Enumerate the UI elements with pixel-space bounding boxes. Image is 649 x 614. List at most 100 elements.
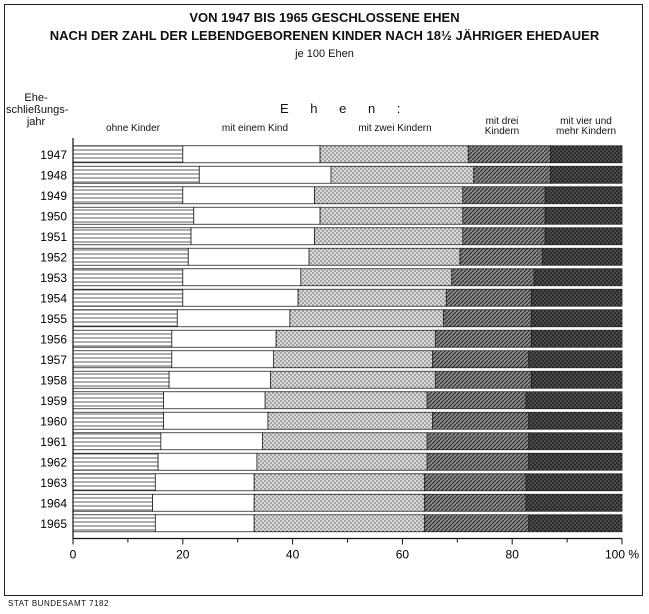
bar-segment-1960-series-3 bbox=[432, 411, 530, 430]
bar-segment-1963-series-0 bbox=[72, 473, 156, 492]
year-label-1963: 1963 bbox=[40, 476, 67, 490]
bar-segment-1960-series-1 bbox=[163, 411, 269, 430]
year-label-1954: 1954 bbox=[40, 291, 67, 305]
bar-segment-1949-series-4 bbox=[544, 186, 623, 205]
bar-segment-1964-series-4 bbox=[525, 493, 623, 512]
bar-segment-1959-series-4 bbox=[525, 391, 623, 410]
bar-segment-1963-series-1 bbox=[154, 473, 255, 492]
bar-segment-1956-series-2 bbox=[275, 329, 436, 348]
x-tick-label-80: 80 bbox=[506, 548, 520, 562]
legend-ein-kind: mit einem Kind bbox=[221, 123, 289, 134]
bar-segment-1950-series-2 bbox=[319, 206, 464, 225]
bar-segment-1952-series-0 bbox=[72, 247, 189, 266]
year-label-1949: 1949 bbox=[40, 189, 67, 203]
bar-segment-1949-series-3 bbox=[462, 186, 546, 205]
bar-segment-1950-series-0 bbox=[72, 206, 195, 225]
bar-segment-1962-series-3 bbox=[426, 452, 530, 471]
bar-segment-1949-series-2 bbox=[314, 186, 464, 205]
year-label-1951: 1951 bbox=[40, 230, 67, 244]
bar-segment-1951-series-2 bbox=[314, 227, 464, 246]
bar-segment-1951-series-0 bbox=[72, 227, 192, 246]
x-tick-label-20: 20 bbox=[176, 548, 190, 562]
bar-segment-1953-series-3 bbox=[451, 268, 535, 287]
bar-segment-1965-series-0 bbox=[72, 514, 156, 533]
year-label-1965: 1965 bbox=[40, 517, 67, 531]
legend-drei-kinder: mit drei Kindern bbox=[484, 116, 520, 137]
year-label-1959: 1959 bbox=[40, 394, 67, 408]
bar-segment-1964-series-3 bbox=[423, 493, 527, 512]
bar-segment-1953-series-4 bbox=[533, 268, 623, 287]
bar-segment-1955-series-1 bbox=[176, 309, 291, 328]
bar-segment-1962-series-0 bbox=[72, 452, 159, 471]
y-axis-label: Ehe-schließungs-jahr bbox=[6, 92, 69, 128]
year-label-1957: 1957 bbox=[40, 353, 67, 367]
bar-segment-1949-series-1 bbox=[182, 186, 315, 205]
bar-segment-1958-series-0 bbox=[72, 370, 170, 389]
bar-segment-1960-series-0 bbox=[72, 411, 164, 430]
year-label-1961: 1961 bbox=[40, 435, 67, 449]
bar-segment-1957-series-0 bbox=[72, 350, 173, 369]
bar-segment-1965-series-4 bbox=[528, 514, 623, 533]
group-label: E h e n : bbox=[280, 101, 410, 116]
bar-segment-1956-series-0 bbox=[72, 329, 173, 348]
year-label-1948: 1948 bbox=[40, 168, 67, 182]
bar-segment-1963-series-3 bbox=[423, 473, 527, 492]
bar-segment-1948-series-1 bbox=[198, 165, 332, 184]
year-label-1947: 1947 bbox=[40, 148, 67, 162]
footer-source: STAT BUNDESAMT 7182 bbox=[8, 599, 109, 608]
chart-frame bbox=[4, 4, 643, 596]
bar-segment-1965-series-2 bbox=[253, 514, 425, 533]
bar-segment-1952-series-1 bbox=[187, 247, 310, 266]
chart-title: VON 1947 BIS 1965 GESCHLOSSENE EHEN bbox=[189, 10, 460, 25]
legend-vier-kinder: mit vier und mehr Kindern bbox=[555, 116, 617, 137]
bar-segment-1964-series-2 bbox=[253, 493, 425, 512]
bar-segment-1947-series-1 bbox=[182, 145, 321, 164]
bar-segment-1954-series-2 bbox=[297, 288, 447, 307]
bar-segment-1959-series-0 bbox=[72, 391, 164, 410]
year-label-1960: 1960 bbox=[40, 414, 67, 428]
bar-segment-1958-series-1 bbox=[168, 370, 272, 389]
bar-segment-1954-series-4 bbox=[531, 288, 623, 307]
bar-segment-1955-series-0 bbox=[72, 309, 178, 328]
unit-note: je 100 Ehen bbox=[295, 48, 354, 60]
bar-segment-1958-series-3 bbox=[434, 370, 532, 389]
bar-segment-1954-series-0 bbox=[72, 288, 184, 307]
bar-segment-1955-series-2 bbox=[289, 309, 444, 328]
bar-segment-1947-series-4 bbox=[550, 145, 623, 164]
bar-segment-1961-series-1 bbox=[160, 432, 263, 451]
bar-segment-1956-series-4 bbox=[531, 329, 623, 348]
bar-segment-1948-series-3 bbox=[473, 165, 552, 184]
bar-segment-1956-series-1 bbox=[171, 329, 277, 348]
legend-ohne-kinder: ohne Kinder bbox=[106, 123, 160, 134]
bar-segment-1965-series-1 bbox=[154, 514, 255, 533]
bar-segment-1949-series-0 bbox=[72, 186, 184, 205]
chart-subtitle: NACH DER ZAHL DER LEBENDGEBORENEN KINDER… bbox=[49, 28, 600, 43]
bar-segment-1958-series-4 bbox=[531, 370, 623, 389]
year-label-1950: 1950 bbox=[40, 209, 67, 223]
year-label-1958: 1958 bbox=[40, 373, 67, 387]
bar-segment-1957-series-1 bbox=[171, 350, 274, 369]
bar-segment-1956-series-3 bbox=[434, 329, 532, 348]
bar-segment-1950-series-4 bbox=[544, 206, 623, 225]
bar-segment-1959-series-3 bbox=[426, 391, 527, 410]
year-label-1952: 1952 bbox=[40, 250, 67, 264]
bar-segment-1960-series-2 bbox=[267, 411, 433, 430]
legend-zwei-kinder: mit zwei Kindern bbox=[358, 123, 432, 134]
bar-segment-1951-series-4 bbox=[544, 227, 623, 246]
bar-segment-1957-series-2 bbox=[272, 350, 433, 369]
bar-segment-1953-series-0 bbox=[72, 268, 184, 287]
bar-segment-1955-series-3 bbox=[443, 309, 532, 328]
x-tick-label-100: 100 % bbox=[605, 548, 639, 562]
bar-segment-1950-series-3 bbox=[462, 206, 546, 225]
bar-segment-1957-series-4 bbox=[528, 350, 623, 369]
bar-segment-1948-series-0 bbox=[72, 165, 200, 184]
x-tick-label-60: 60 bbox=[396, 548, 410, 562]
bar-segment-1962-series-1 bbox=[157, 452, 258, 471]
bar-segment-1947-series-2 bbox=[319, 145, 469, 164]
year-label-1953: 1953 bbox=[40, 271, 67, 285]
bar-segment-1963-series-4 bbox=[525, 473, 623, 492]
bar-segment-1962-series-4 bbox=[528, 452, 623, 471]
bar-segment-1959-series-1 bbox=[163, 391, 266, 410]
